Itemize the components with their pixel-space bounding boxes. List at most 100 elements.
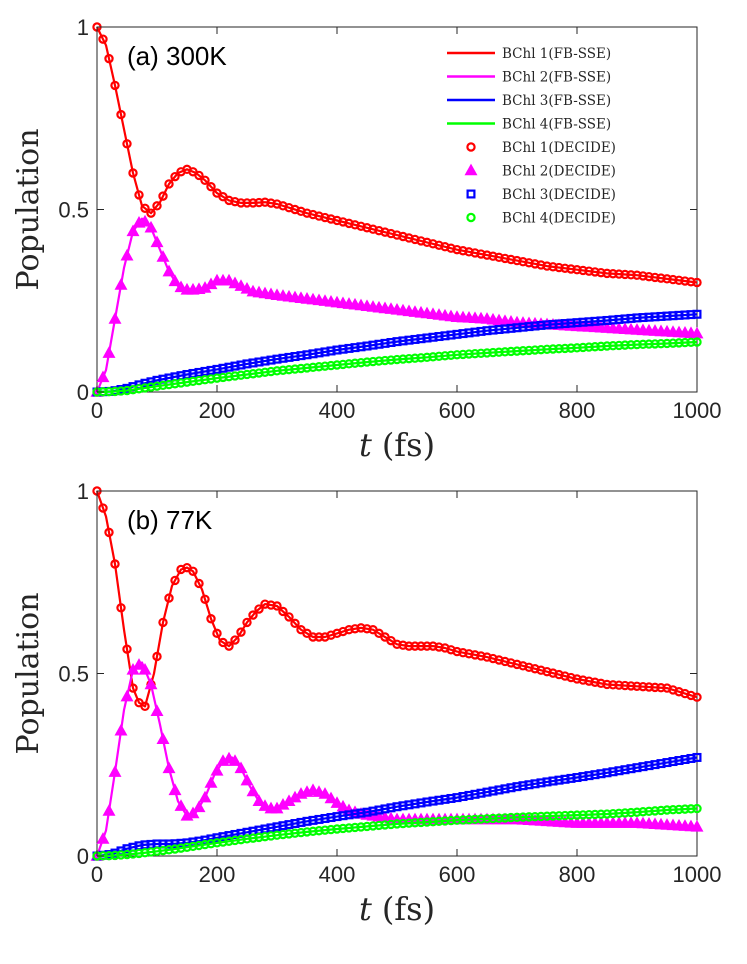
data-point: [146, 847, 156, 857]
data-point: [198, 790, 212, 803]
plot-area: [96, 490, 698, 857]
data-point: [266, 831, 276, 841]
legend-item: BChl 3(DECIDE): [466, 187, 616, 203]
series-line: [96, 756, 698, 858]
data-point: [320, 361, 330, 371]
data-point: [476, 348, 486, 359]
data-point: [104, 851, 114, 861]
data-point: [626, 340, 636, 350]
data-point: [608, 680, 618, 690]
data-point: [692, 309, 702, 319]
data-point: [686, 277, 696, 287]
data-point: [386, 355, 396, 365]
data-point: [512, 812, 522, 823]
data-point: [680, 337, 690, 348]
data-point: [248, 610, 258, 620]
data-point: [344, 823, 354, 833]
data-point: [242, 369, 252, 380]
data-point: [162, 264, 176, 277]
data-point: [242, 198, 252, 208]
data-point: [224, 641, 234, 651]
data-point: [158, 617, 168, 628]
data-point: [692, 752, 702, 762]
data-point: [446, 815, 456, 826]
data-point: [332, 824, 342, 834]
data-point: [632, 681, 642, 691]
data-point: [464, 814, 474, 825]
data-point: [674, 804, 684, 815]
data-point: [590, 809, 600, 820]
data-point: [482, 814, 492, 824]
data-point: [578, 342, 588, 353]
data-point: [626, 681, 636, 691]
data-point: [182, 842, 192, 852]
data-point: [494, 347, 504, 357]
data-point: [104, 53, 114, 64]
data-point: [548, 811, 558, 821]
data-point: [200, 175, 210, 185]
data-point: [620, 269, 630, 280]
data-point: [404, 818, 414, 828]
data-point: [150, 235, 164, 248]
data-point: [206, 839, 216, 849]
data-point: [254, 832, 264, 843]
data-point: [644, 271, 654, 282]
data-point: [602, 809, 612, 819]
data-point: [206, 614, 216, 624]
data-point: [308, 362, 318, 373]
x-tick-label: 400: [319, 862, 356, 887]
data-point: [98, 503, 108, 513]
data-point: [212, 838, 222, 848]
data-point: [392, 819, 402, 829]
data-point: [186, 806, 200, 819]
x-axis-label: t (fs): [359, 890, 435, 928]
data-point: [96, 370, 110, 383]
data-point: [626, 270, 636, 280]
data-point: [128, 384, 138, 395]
data-point: [134, 848, 144, 859]
data-point: [218, 372, 228, 383]
legend-label: BChl 3(FB-SSE): [502, 93, 611, 109]
data-point: [374, 820, 384, 831]
data-point: [650, 806, 660, 816]
data-point: [416, 353, 426, 363]
data-point: [194, 170, 204, 181]
data-point: [614, 340, 624, 351]
data-point: [170, 575, 180, 586]
data-point: [560, 810, 570, 821]
legend-label: BChl 4(DECIDE): [502, 211, 616, 227]
data-point: [530, 811, 540, 822]
data-point: [104, 527, 114, 538]
data-point: [464, 349, 474, 359]
series-bchl-1: [92, 486, 702, 712]
data-point: [500, 813, 510, 823]
data-point: [302, 827, 312, 837]
data-point: [188, 566, 198, 577]
data-point: [318, 787, 332, 799]
data-point: [158, 845, 168, 856]
data-point: [272, 366, 282, 376]
y-axis-label: Population: [11, 592, 46, 754]
data-point: [416, 641, 426, 651]
data-point: [168, 783, 182, 796]
data-point: [174, 280, 188, 293]
data-point: [662, 274, 672, 284]
data-point: [230, 635, 240, 645]
data-point: [536, 344, 546, 355]
data-point: [368, 356, 378, 367]
data-point: [138, 662, 152, 675]
data-point: [572, 265, 582, 275]
data-point: [240, 282, 254, 294]
data-point: [644, 339, 654, 349]
data-point: [488, 813, 498, 824]
x-tick-label: 200: [199, 862, 236, 887]
data-point: [140, 383, 150, 393]
data-point: [284, 612, 294, 622]
data-point: [140, 701, 150, 712]
data-point: [116, 109, 126, 120]
x-tick-label: 0: [91, 398, 103, 423]
data-point: [212, 628, 222, 639]
series-bchl-4: [92, 337, 702, 397]
y-tick-label: 0: [77, 844, 89, 869]
